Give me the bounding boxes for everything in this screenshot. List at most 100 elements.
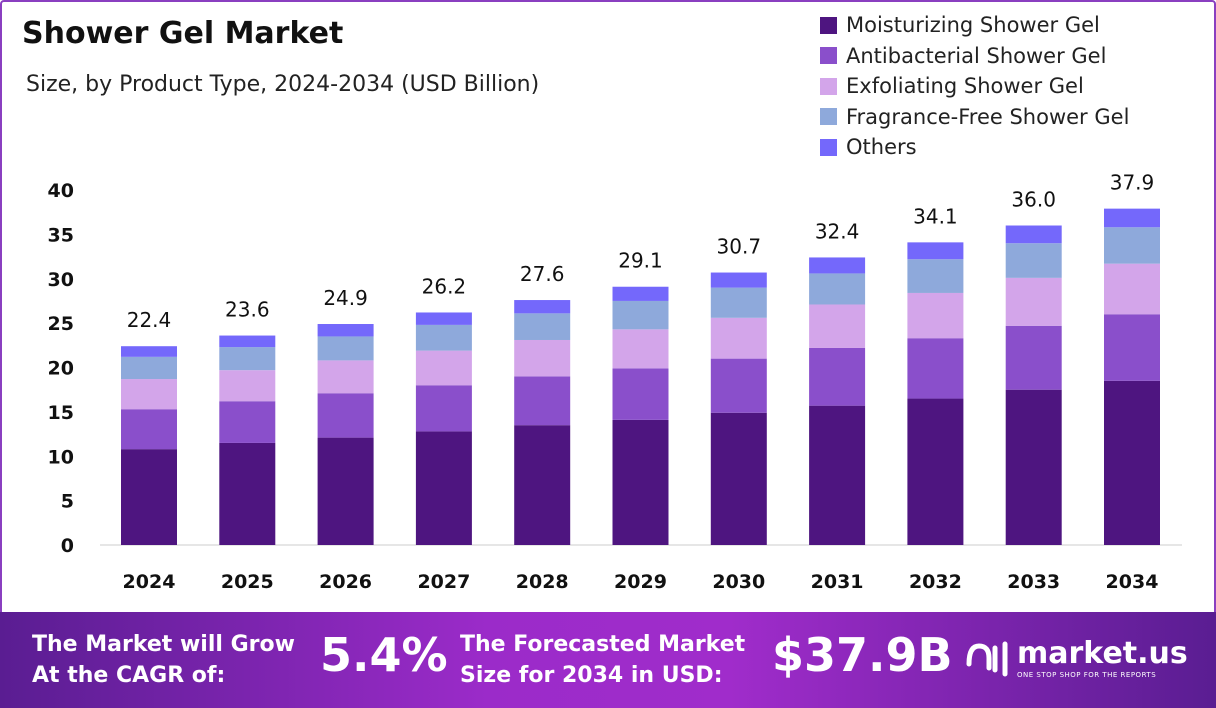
y-tick-label: 0: [61, 535, 74, 557]
bar-total-label: 26.2: [422, 274, 467, 298]
bar-segment: [317, 336, 374, 361]
bar-segment: [514, 300, 571, 314]
bar-segment: [317, 393, 374, 438]
legend-label: Antibacterial Shower Gel: [846, 43, 1107, 68]
bar-segment: [219, 442, 276, 545]
bar-segment: [1104, 263, 1160, 315]
x-tick-label: 2033: [1007, 571, 1060, 593]
bar-total-label: 37.9: [1110, 171, 1155, 195]
logo-tagline: ONE STOP SHOP FOR THE REPORTS: [1017, 671, 1157, 679]
bar-segment: [121, 449, 177, 545]
cagr-label-line: At the CAGR of:: [32, 663, 226, 688]
bar-total-label: 22.4: [127, 308, 172, 332]
legend-swatch: [820, 138, 837, 156]
bar-segment: [612, 300, 669, 330]
legend-swatch: [820, 108, 837, 126]
x-tick-label: 2024: [123, 571, 176, 593]
bar-total-label: 27.6: [520, 262, 565, 286]
bar-segment: [219, 347, 276, 371]
cagr-label-line: The Market will Grow: [32, 632, 295, 657]
legend-swatch: [820, 77, 837, 95]
bar-segment: [1005, 225, 1062, 244]
bar-segment: [514, 425, 571, 545]
legend-label: Fragrance-Free Shower Gel: [846, 104, 1130, 129]
y-tick-label: 30: [48, 269, 74, 291]
bar-segment: [514, 339, 571, 377]
x-tick-label: 2026: [319, 571, 372, 593]
bar-segment: [1005, 277, 1062, 326]
x-tick-label: 2031: [811, 571, 864, 593]
x-tick-label: 2028: [516, 571, 569, 593]
y-tick-label: 10: [48, 446, 74, 468]
bar-segment: [1104, 208, 1160, 228]
footer-banner: The Market will Grow At the CAGR of: 5.4…: [0, 612, 1216, 708]
logo-name: market.us: [1017, 636, 1188, 671]
legend-label: Others: [846, 135, 917, 160]
y-tick-label: 15: [48, 402, 74, 424]
bar-total-label: 24.9: [323, 286, 368, 310]
bar-total-label: 29.1: [618, 249, 663, 273]
y-tick-label: 40: [48, 180, 74, 202]
bar-segment: [907, 242, 964, 260]
bar-segment: [809, 405, 866, 545]
forecast-label: The Forecasted Market Size for 2034 in U…: [460, 629, 745, 691]
x-tick-label: 2034: [1106, 571, 1159, 593]
legend-label: Exfoliating Shower Gel: [846, 74, 1084, 99]
legend-swatch: [820, 16, 837, 34]
legend-swatch: [820, 47, 837, 65]
y-tick-label: 25: [48, 313, 74, 335]
bar-segment: [121, 379, 177, 410]
bar-segment: [907, 259, 964, 293]
x-tick-label: 2029: [614, 571, 667, 593]
bar-segment: [317, 360, 374, 394]
forecast-label-line: The Forecasted Market: [460, 632, 746, 657]
bar-segment: [121, 346, 177, 357]
bar-segment: [907, 292, 964, 339]
bar-segment: [121, 409, 177, 450]
legend-item: Exfoliating Shower Gel: [820, 71, 1129, 102]
legend-item: Moisturizing Shower Gel: [820, 10, 1129, 41]
bar-segment: [1104, 314, 1160, 381]
x-tick-label: 2032: [909, 571, 962, 593]
bar-segment: [1005, 325, 1062, 390]
bar-segment: [907, 398, 964, 545]
bar-segment: [415, 312, 472, 325]
bar-segment: [809, 304, 866, 348]
forecast-value: $37.9B: [772, 628, 953, 682]
y-tick-label: 35: [48, 224, 74, 246]
cagr-value: 5.4%: [320, 628, 448, 682]
bar-total-label: 30.7: [717, 235, 762, 259]
bar-segment: [415, 324, 472, 351]
bar-segment: [1005, 243, 1062, 278]
forecast-label-line: Size for 2034 in USD:: [460, 663, 723, 688]
legend-label: Moisturizing Shower Gel: [846, 13, 1100, 38]
bar-segment: [415, 350, 472, 386]
bar-segment: [514, 376, 571, 426]
bar-segment: [907, 338, 964, 399]
bar-segment: [219, 335, 276, 348]
bar-segment: [612, 329, 669, 369]
bar-segment: [710, 287, 767, 318]
bar-segment: [710, 317, 767, 359]
y-tick-label: 20: [48, 358, 74, 380]
bar-total-label: 32.4: [815, 219, 860, 243]
bar-segment: [415, 431, 472, 545]
legend-item: Others: [820, 132, 1129, 163]
bar-segment: [710, 412, 767, 545]
bar-segment: [612, 368, 669, 420]
chart-subtitle: Size, by Product Type, 2024-2034 (USD Bi…: [26, 72, 540, 97]
bar-segment: [809, 257, 866, 274]
x-tick-label: 2030: [712, 571, 765, 593]
bar-segment: [612, 419, 669, 545]
x-tick-label: 2027: [417, 571, 470, 593]
bar-segment: [219, 370, 276, 402]
market-us-logo: market.us ONE STOP SHOP FOR THE REPORTS: [965, 636, 1188, 679]
bar-total-label: 34.1: [913, 204, 958, 228]
bar-segment: [809, 347, 866, 406]
bar-segment: [809, 273, 866, 305]
bar-segment: [612, 286, 669, 301]
bar-segment: [415, 385, 472, 432]
legend-item: Fragrance-Free Shower Gel: [820, 102, 1129, 133]
bar-total-label: 36.0: [1011, 188, 1056, 212]
bar-total-label: 23.6: [225, 298, 270, 322]
